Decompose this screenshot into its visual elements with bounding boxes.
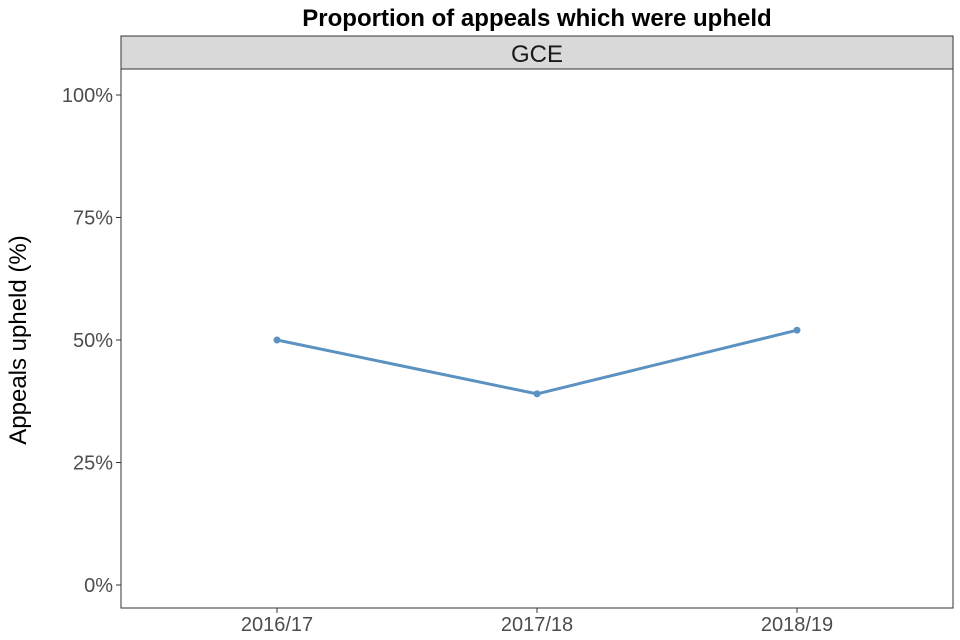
x-axis: 2016/17 2017/18 2018/19 [241, 608, 833, 636]
series-line-group [273, 326, 801, 398]
y-axis: 0% 25% 50% 75% 100% [62, 85, 121, 597]
data-point [793, 326, 801, 334]
chart-title: Proportion of appeals which were upheld [302, 5, 771, 32]
data-point [273, 336, 281, 344]
x-tick-label: 2018/19 [761, 614, 833, 636]
plot-panel [120, 68, 954, 609]
facet-strip [120, 35, 954, 70]
y-tick-label: 75% [73, 208, 113, 230]
y-tick-label: 50% [73, 330, 113, 352]
y-axis-label: Appeals upheld (%) [5, 235, 32, 444]
x-tick-label: 2017/18 [501, 614, 573, 636]
facet-strip-label: GCE [511, 41, 563, 68]
y-tick-label: 100% [62, 85, 113, 107]
y-tick-label: 0% [84, 575, 113, 597]
x-tick-label: 2016/17 [241, 614, 313, 636]
data-point [533, 390, 541, 398]
y-tick-label: 25% [73, 453, 113, 475]
